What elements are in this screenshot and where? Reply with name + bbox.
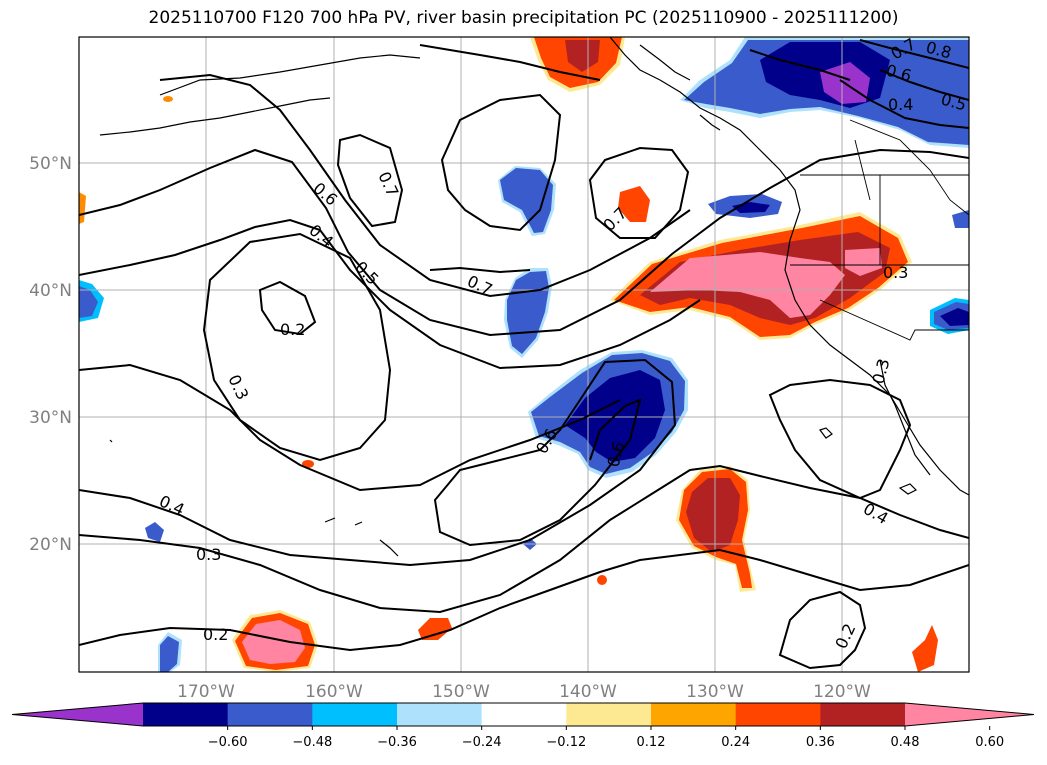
colorbar-tick-label: 0.60: [975, 735, 1004, 750]
contour-label: 0.2: [203, 625, 228, 644]
colorbar-segment: [312, 703, 398, 726]
colorbar-tick-label: 0.48: [891, 735, 920, 750]
contour-label: 0.3: [883, 263, 908, 282]
colorbar: −0.60 −0.48 −0.36 −0.24 −0.12 0.12 0.24 0.36 0.4…: [11, 702, 1035, 750]
contour-label: 0.4: [888, 95, 913, 114]
latitude-labels: 50°N 40°N 30°N 20°N: [29, 154, 72, 555]
colorbar-segment: [397, 703, 483, 726]
colorbar-tick-label: −0.12: [546, 735, 586, 750]
plot-frame: [78, 36, 970, 673]
lon-label: 120°W: [813, 682, 871, 702]
colorbar-extend-low: [12, 703, 143, 726]
map-title: 2025110700 F120 700 hPa PV, river basin …: [148, 8, 899, 28]
lon-label: 130°W: [686, 682, 744, 702]
colorbar-tick-label: −0.48: [292, 735, 332, 750]
gridlines: [79, 37, 969, 672]
lat-label: 30°N: [29, 408, 72, 428]
colorbar-tick-label: 0.12: [637, 735, 666, 750]
lat-label: 50°N: [29, 154, 72, 174]
lon-label: 150°W: [432, 682, 490, 702]
precip-negative-shading: [79, 37, 969, 672]
colorbar-tick-label: 0.24: [721, 735, 750, 750]
lon-label: 140°W: [559, 682, 617, 702]
contour-label: 0.3: [196, 545, 221, 564]
colorbar-extend-high: [905, 703, 1034, 726]
longitude-labels: 170°W 160°W 150°W 140°W 130°W 120°W: [177, 682, 871, 702]
colorbar-segment: [735, 703, 821, 726]
colorbar-segment: [651, 703, 737, 726]
colorbar-outline: [11, 702, 1035, 727]
colorbar-segment: [820, 703, 906, 726]
colorbar-segment: [566, 703, 652, 726]
colorbar-tick-label: −0.36: [377, 735, 417, 750]
colorbar-tick-label: −0.60: [208, 735, 248, 750]
colorbar-tick-label: −0.24: [462, 735, 502, 750]
precip-positive-shading: [79, 37, 938, 672]
colorbar-segment: [481, 703, 567, 726]
pv-contours: [79, 39, 969, 670]
coastlines: [99, 37, 969, 557]
lon-label: 170°W: [177, 682, 235, 702]
lon-label: 160°W: [305, 682, 363, 702]
colorbar-segment: [227, 703, 313, 726]
lat-label: 40°N: [29, 281, 72, 301]
contour-label: 0.2: [280, 320, 305, 339]
lat-label: 20°N: [29, 535, 72, 555]
colorbar-segment: [143, 703, 229, 726]
colorbar-tick-label: 0.36: [806, 735, 835, 750]
borders: [790, 119, 969, 341]
